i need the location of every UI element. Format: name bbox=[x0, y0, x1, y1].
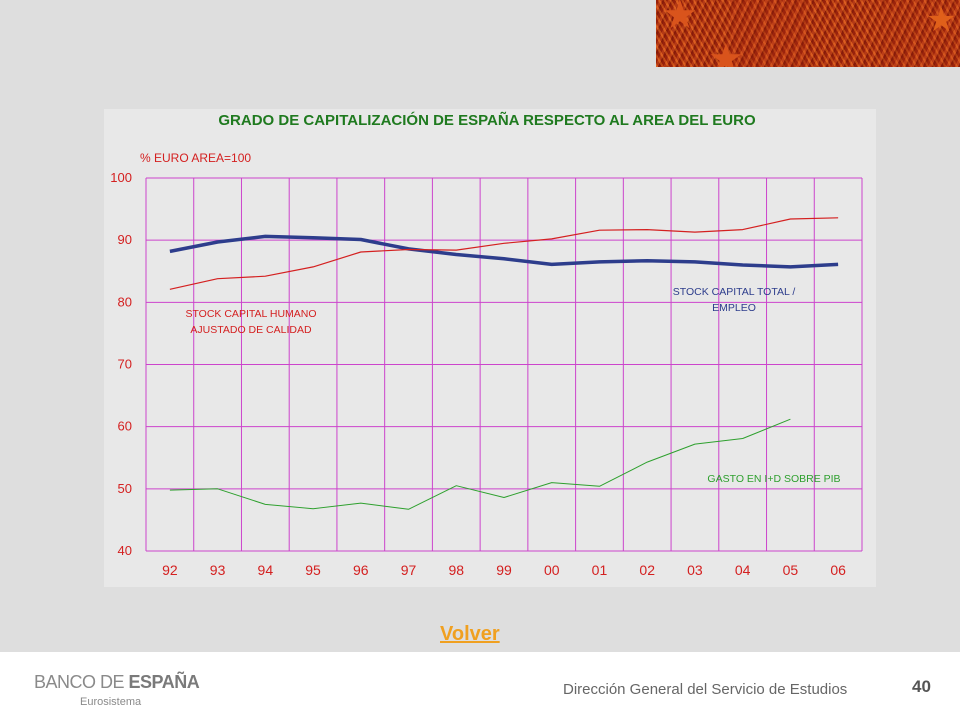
footer: BANCO DE ESPAÑA Eurosistema Dirección Ge… bbox=[0, 652, 960, 720]
x-tick-label: 97 bbox=[401, 562, 417, 578]
series bbox=[169, 217, 839, 510]
series-labels: STOCK CAPITAL TOTAL / EMPLEO STOCK CAPITAL… bbox=[185, 286, 840, 485]
x-tick-label: 04 bbox=[735, 562, 751, 578]
bank-logo: BANCO DE ESPAÑA bbox=[34, 672, 200, 693]
series-label: STOCK CAPITAL HUMANO bbox=[185, 308, 316, 320]
star-icon: ★ bbox=[708, 36, 744, 67]
logo-bold-text: ESPAÑA bbox=[128, 672, 200, 692]
logo-main-text: BANCO DE bbox=[34, 672, 129, 692]
y-tick-label: 80 bbox=[118, 294, 132, 309]
x-tick-label: 95 bbox=[305, 562, 321, 578]
series-line bbox=[169, 217, 839, 290]
star-icon: ★ bbox=[926, 0, 957, 40]
series-label: EMPLEO bbox=[712, 302, 756, 314]
y-tick-label: 100 bbox=[110, 170, 132, 185]
y-axis-label: % EURO AREA=100 bbox=[140, 151, 251, 165]
chart-title: GRADO DE CAPITALIZACIÓN DE ESPAÑA RESPEC… bbox=[218, 111, 756, 129]
x-tick-label: 99 bbox=[496, 562, 512, 578]
x-tick-label: 02 bbox=[639, 562, 655, 578]
y-tick-label: 40 bbox=[118, 543, 132, 558]
x-tick-label: 93 bbox=[210, 562, 226, 578]
x-tick-label: 94 bbox=[258, 562, 274, 578]
x-axis-ticks: 92 93 94 95 96 97 98 99 00 01 02 03 04 05 06 bbox=[162, 562, 846, 578]
series-label: AJUSTADO DE CALIDAD bbox=[190, 324, 312, 336]
department-name: Dirección General del Servicio de Estudi… bbox=[563, 681, 848, 698]
x-tick-label: 01 bbox=[592, 562, 608, 578]
star-icon: ★ bbox=[662, 0, 698, 38]
x-tick-label: 92 bbox=[162, 562, 178, 578]
line-chart: GRADO DE CAPITALIZACIÓN DE ESPAÑA RESPEC… bbox=[110, 111, 863, 578]
series-label: STOCK CAPITAL TOTAL / bbox=[673, 286, 796, 298]
x-tick-label: 06 bbox=[830, 562, 846, 578]
x-tick-label: 03 bbox=[687, 562, 703, 578]
y-axis-ticks: 40 50 60 70 80 90 100 bbox=[110, 170, 132, 558]
x-tick-label: 96 bbox=[353, 562, 369, 578]
banner-segment bbox=[656, 0, 731, 67]
logo-subtitle: Eurosistema bbox=[80, 696, 142, 708]
banner-segment bbox=[881, 0, 960, 67]
grid bbox=[145, 177, 863, 552]
x-tick-label: 05 bbox=[783, 562, 799, 578]
y-tick-label: 70 bbox=[118, 357, 132, 372]
series-label: GASTO EN I+D SOBRE PIB bbox=[707, 473, 840, 485]
y-tick-label: 90 bbox=[118, 232, 132, 247]
x-tick-label: 98 bbox=[448, 562, 464, 578]
chart-panel: GRADO DE CAPITALIZACIÓN DE ESPAÑA RESPEC… bbox=[104, 109, 876, 587]
x-tick-label: 00 bbox=[544, 562, 560, 578]
series-line bbox=[169, 234, 839, 269]
banner-segment bbox=[806, 0, 881, 67]
y-tick-label: 50 bbox=[118, 481, 132, 496]
series-line bbox=[169, 418, 791, 510]
header-banner-image: ★ ★ ★ bbox=[656, 0, 960, 67]
volver-link[interactable]: Volver bbox=[440, 623, 500, 645]
y-tick-label: 60 bbox=[118, 419, 132, 434]
page-number: 40 bbox=[912, 677, 931, 696]
banner-segment bbox=[731, 0, 806, 67]
